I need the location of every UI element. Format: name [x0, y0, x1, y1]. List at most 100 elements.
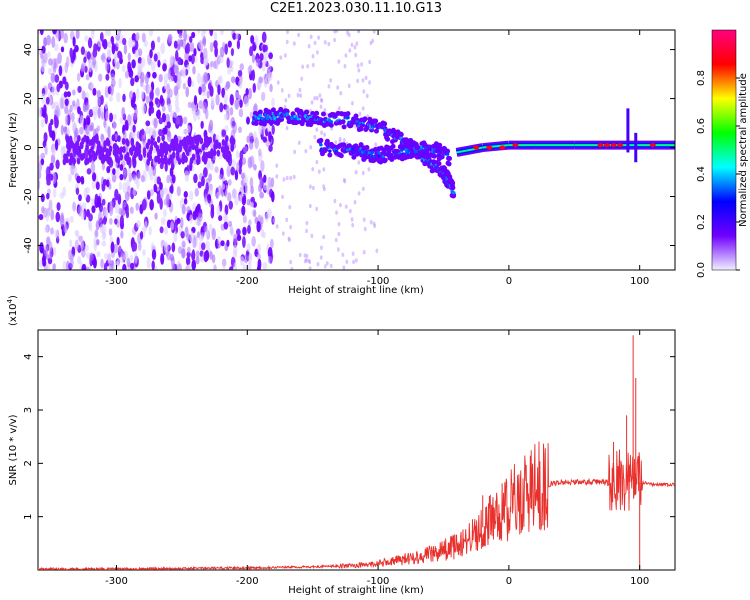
noise-mark [211, 228, 217, 240]
noise-mark [163, 80, 168, 90]
noise-mark [92, 57, 97, 66]
colorbar-label: Normalized spectral amplitude [738, 73, 749, 227]
colorbar: 0.0 0.2 0.4 0.6 0.8 Normalized spectral ampl… [696, 29, 749, 278]
noise-mark [361, 170, 365, 176]
branch-mark [390, 143, 396, 149]
noise-mark [260, 91, 266, 102]
noise-mark [114, 188, 119, 201]
noise-mark [51, 130, 56, 142]
noise-mark [279, 55, 283, 60]
noise-mark [188, 55, 192, 62]
noise-mark [363, 226, 367, 232]
noise-mark [66, 260, 70, 270]
noise-mark [262, 44, 266, 53]
noise-mark [80, 210, 85, 221]
branch-mark [327, 152, 333, 158]
noise-mark [119, 173, 124, 181]
noise-mark [193, 48, 197, 57]
noise-mark [135, 88, 140, 101]
noise-mark [197, 157, 201, 165]
noise-mark [297, 140, 301, 145]
noise-mark [140, 128, 145, 136]
branch-mark [266, 109, 272, 115]
noise-mark [64, 98, 69, 107]
noise-mark [285, 217, 289, 223]
noise-mark [78, 194, 82, 202]
noise-mark [336, 247, 340, 252]
noise-mark [166, 130, 172, 142]
noise-mark [311, 185, 315, 191]
noise-mark [301, 64, 305, 69]
noise-mark [87, 37, 93, 49]
noise-mark [135, 202, 139, 211]
noise-mark [192, 210, 197, 221]
carrier-peak [603, 143, 610, 148]
noise-mark [68, 173, 72, 183]
noise-mark [242, 264, 247, 270]
noise-mark [198, 39, 203, 50]
noise-mark [219, 46, 225, 58]
noise-mark [102, 38, 108, 50]
noise-mark [238, 108, 244, 118]
noise-mark [175, 106, 180, 113]
noise-mark [372, 221, 376, 226]
noise-mark [232, 32, 237, 40]
noise-mark [104, 208, 109, 219]
noise-mark [320, 98, 324, 103]
noise-mark [177, 263, 183, 270]
noise-mark [50, 227, 54, 235]
noise-mark [47, 67, 53, 76]
branch-mark [398, 132, 404, 138]
noise-mark [325, 112, 329, 117]
noise-mark [85, 123, 90, 135]
noise-mark [310, 233, 314, 239]
noise-mark [127, 167, 132, 178]
carrier-peak [610, 143, 617, 148]
noise-mark [207, 194, 212, 201]
noise-mark [310, 100, 314, 105]
noise-mark [213, 40, 218, 49]
noise-mark [230, 144, 235, 152]
noise-mark [103, 145, 107, 153]
noise-mark [148, 101, 154, 108]
noise-mark [96, 250, 101, 258]
noise-mark [175, 49, 179, 62]
noise-mark [323, 132, 327, 137]
noise-mark [56, 202, 61, 211]
noise-mark [148, 226, 152, 236]
noise-mark [234, 169, 239, 181]
noise-mark [240, 172, 245, 180]
noise-mark [48, 58, 53, 66]
noise-mark [72, 201, 77, 212]
noise-mark [337, 221, 341, 227]
noise-mark [181, 66, 187, 79]
noise-mark [48, 252, 53, 260]
noise-mark [119, 116, 124, 125]
noise-mark [122, 263, 127, 270]
noise-mark [38, 178, 41, 191]
noise-mark [88, 124, 93, 132]
y-tick-label: -20 [23, 188, 34, 204]
noise-mark [198, 100, 204, 110]
noise-mark [206, 162, 211, 171]
noise-mark [249, 155, 255, 168]
noise-mark [52, 30, 57, 35]
noise-mark [157, 36, 161, 43]
noise-mark [311, 62, 315, 68]
noise-mark [109, 83, 114, 96]
noise-mark [103, 262, 108, 270]
branch-mark [270, 107, 276, 113]
noise-mark [209, 41, 214, 53]
noise-mark [287, 236, 291, 241]
noise-mark [153, 117, 158, 129]
snr-series-line [38, 441, 675, 570]
branch-mark [364, 145, 370, 151]
noise-mark [154, 174, 158, 185]
x-tick-label: -200 [236, 276, 259, 287]
noise-mark [160, 253, 165, 265]
noise-mark [121, 137, 126, 145]
noise-mark [220, 146, 225, 154]
noise-mark [40, 152, 46, 159]
noise-mark [315, 127, 319, 132]
noise-mark [200, 120, 204, 129]
